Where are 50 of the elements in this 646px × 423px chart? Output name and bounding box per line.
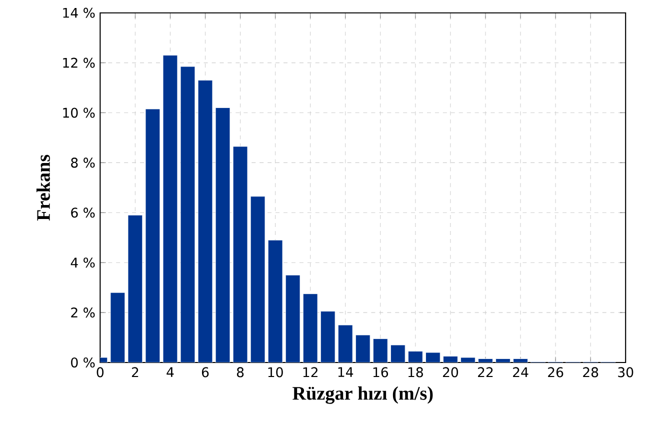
bar	[408, 351, 423, 362]
x-tick-label: 22	[478, 367, 493, 378]
x-tick-label: 6	[202, 367, 209, 378]
bar	[268, 240, 283, 362]
bar	[496, 358, 510, 362]
bar	[513, 358, 528, 362]
x-tick-label: 24	[513, 367, 528, 378]
bar	[250, 196, 266, 362]
bar	[356, 334, 370, 362]
y-tick-label: 2 %	[71, 308, 95, 318]
x-tick-label: 18	[408, 367, 423, 378]
bar	[198, 80, 213, 362]
bar	[426, 352, 440, 362]
bar	[110, 292, 126, 362]
bar	[180, 66, 196, 362]
bar	[302, 294, 318, 362]
x-tick-label: 16	[373, 367, 388, 378]
bar	[460, 357, 476, 362]
bar	[478, 358, 493, 362]
x-tick-label: 10	[268, 367, 283, 378]
y-tick-label: 8 %	[71, 158, 95, 168]
y-tick-label: 4 %	[70, 258, 95, 268]
x-tick-label: 12	[303, 367, 318, 378]
x-tick-label: 28	[583, 367, 598, 378]
bar	[338, 324, 353, 362]
x-tick-label: 30	[618, 367, 634, 378]
y-tick-label: 6 %	[71, 208, 95, 218]
bar	[215, 108, 230, 362]
x-tick-label: 26	[548, 367, 564, 378]
bar	[443, 356, 458, 362]
bar	[390, 344, 406, 362]
bar	[162, 55, 178, 362]
x-tick-label: 20	[442, 367, 458, 378]
x-tick-label: 8	[236, 367, 244, 378]
x-tick-label: 14	[338, 367, 354, 377]
y-tick-label: 0 %	[71, 357, 95, 368]
bar	[145, 108, 160, 362]
y-tick-label: 10 %	[63, 108, 95, 118]
x-tick-label: 2	[132, 367, 138, 378]
bar	[232, 146, 248, 362]
bar	[320, 311, 336, 362]
bar	[373, 338, 388, 362]
x-tick-label: 0	[96, 367, 104, 378]
y-tick-label: 14 %	[63, 8, 95, 18]
y-axis-title: Frekans	[36, 154, 50, 221]
x-axis-title: Rüzgar hızı (m/s)	[292, 386, 433, 404]
y-tick-label: 12 %	[63, 58, 95, 68]
x-tick-label: 4	[166, 367, 174, 377]
bar	[128, 214, 143, 362]
bar	[285, 274, 300, 362]
